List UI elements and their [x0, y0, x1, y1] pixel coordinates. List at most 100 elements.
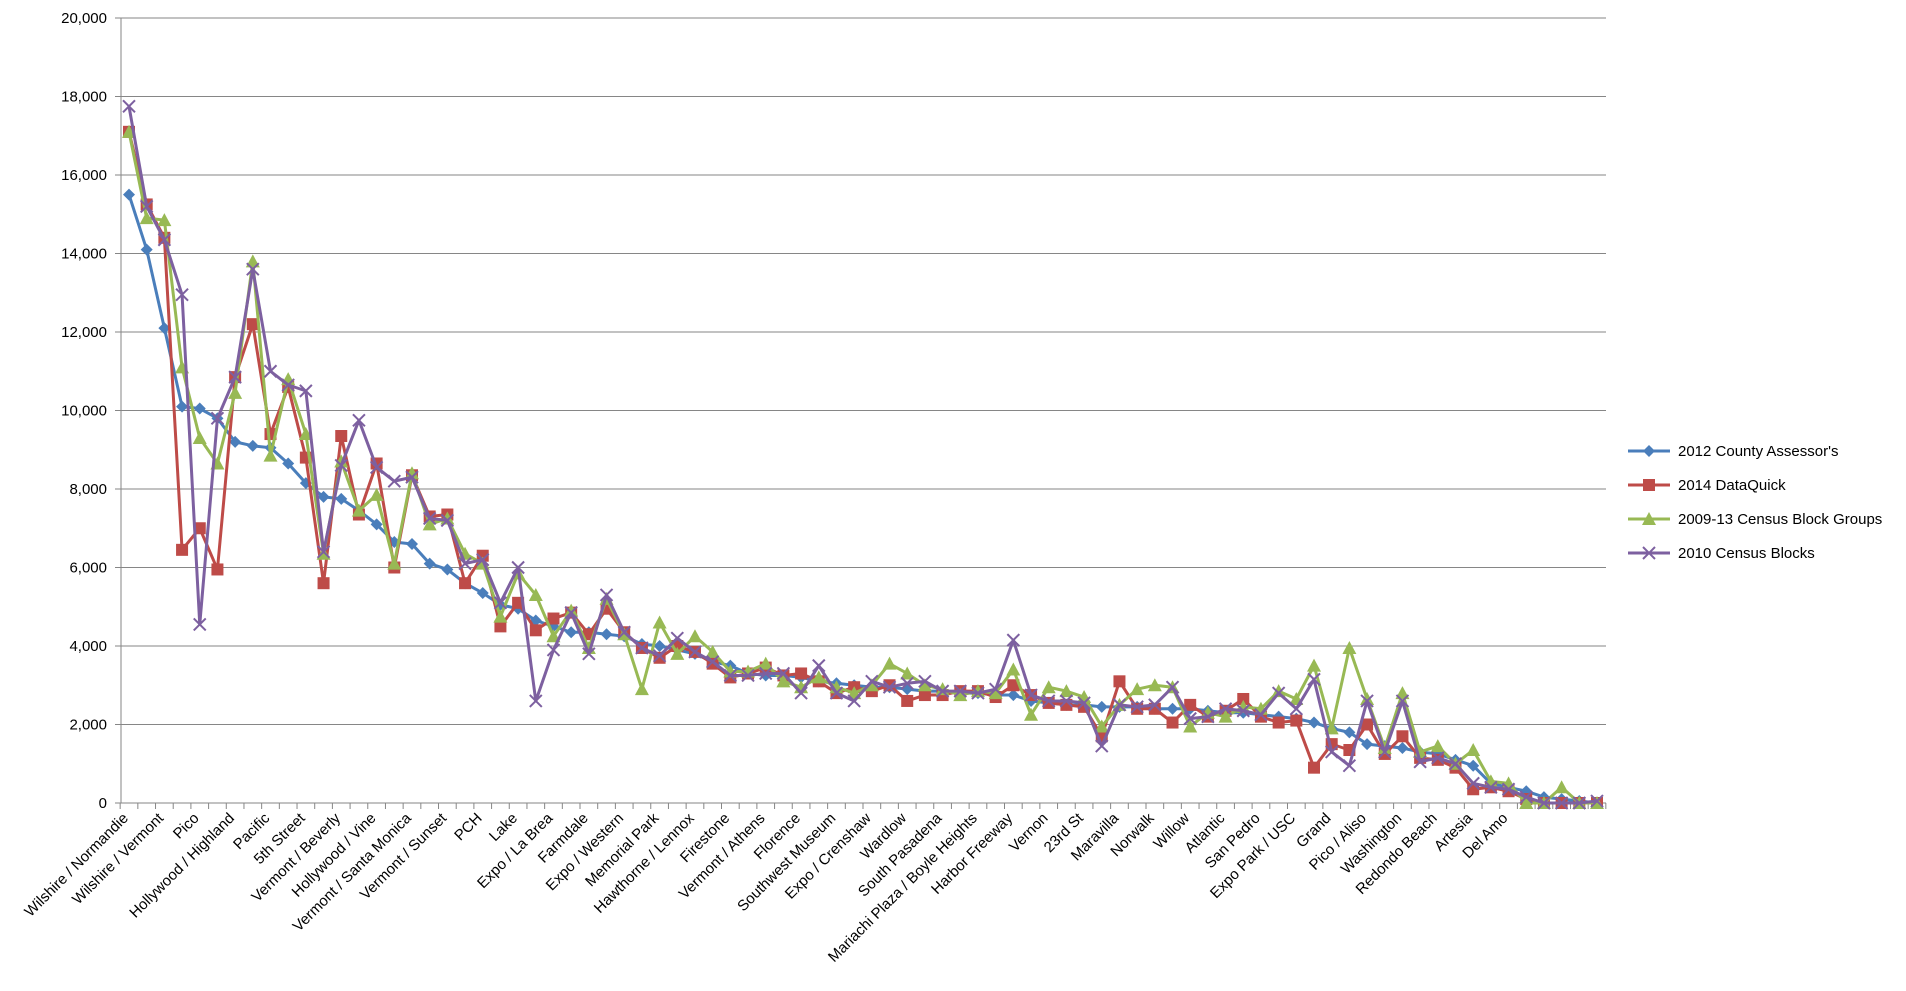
data-point: [211, 563, 224, 576]
data-point: [1396, 730, 1409, 743]
data-point: [228, 385, 243, 399]
data-point: [229, 435, 242, 448]
data-point: [405, 537, 418, 550]
data-point: [688, 645, 702, 659]
data-point: [1006, 662, 1021, 676]
data-point: [459, 577, 472, 590]
data-point: [246, 439, 259, 452]
data-point: [440, 513, 455, 528]
data-point: [335, 430, 348, 443]
data-point: [1378, 745, 1392, 759]
data-point: [1024, 707, 1039, 721]
data-point: [1324, 721, 1339, 735]
data-point: [1467, 759, 1480, 772]
data-point: [1484, 780, 1498, 795]
data-point: [441, 563, 454, 576]
data-point: [1342, 640, 1357, 654]
y-tick-label: 14,000: [61, 246, 107, 263]
data-point: [282, 457, 295, 470]
data-point: [176, 543, 189, 556]
data-point: [476, 549, 489, 562]
data-point: [1643, 479, 1655, 491]
y-tick-label: 12,000: [61, 324, 107, 341]
data-point: [687, 629, 702, 643]
series-4: [122, 99, 1604, 810]
data-point: [1059, 684, 1074, 698]
data-point: [988, 686, 1003, 700]
data-point: [1166, 702, 1179, 715]
series-line: [127, 194, 1598, 805]
data-point: [547, 612, 560, 625]
data-point: [193, 617, 207, 632]
data-point: [1537, 796, 1551, 810]
data-point: [795, 667, 808, 680]
data-point: [1572, 796, 1587, 810]
data-point: [1218, 709, 1233, 723]
data-point: [1590, 794, 1604, 808]
y-tick-labels: 0 2,000 4,000 6,000 8,000 10,000 12,000 14,000 1…: [61, 10, 107, 812]
y-tick-label: 16,000: [61, 167, 107, 184]
data-point: [670, 646, 685, 660]
data-point: [1007, 679, 1020, 692]
data-point: [1466, 776, 1480, 791]
data-point: [900, 676, 914, 690]
data-point: [1077, 696, 1091, 710]
data-point: [176, 400, 189, 413]
data-point: [263, 364, 278, 378]
legend-label: 2009-13 Census Block Groups: [1678, 511, 1882, 528]
legend: 2012 County Assessor's 2014 DataQuick 2009…: [1628, 443, 1882, 562]
data-point: [369, 460, 384, 475]
data-point: [1130, 682, 1145, 696]
data-point: [158, 322, 171, 335]
data-point: [369, 487, 384, 501]
data-point: [1324, 745, 1339, 759]
data-point: [1147, 678, 1162, 692]
x-tick-label: PCH: [451, 810, 485, 844]
data-point: [811, 670, 826, 684]
legend-entry: 2014 DataQuick: [1628, 477, 1786, 494]
series-1: [123, 188, 1603, 809]
data-point: [917, 678, 932, 692]
data-point: [794, 686, 808, 700]
data-point: [546, 629, 561, 643]
data-point: [317, 490, 330, 503]
y-tick-label: 6,000: [69, 560, 107, 577]
data-point: [1413, 755, 1427, 769]
data-point: [1395, 694, 1410, 708]
data-point: [157, 213, 172, 227]
data-point: [705, 654, 720, 669]
data-point: [776, 666, 791, 681]
data-point: [1308, 716, 1321, 729]
data-point: [1271, 684, 1286, 698]
data-point: [245, 254, 260, 268]
data-point: [971, 686, 985, 700]
data-point: [1183, 719, 1198, 733]
legend-label: 2014 DataQuick: [1678, 477, 1786, 494]
data-point: [829, 686, 844, 700]
data-point: [210, 411, 225, 426]
y-tick-label: 10,000: [61, 403, 107, 420]
data-point: [1360, 694, 1374, 708]
y-tick-label: 4,000: [69, 638, 107, 655]
data-point: [1289, 702, 1304, 716]
data-point: [565, 626, 578, 639]
data-point: [1271, 686, 1286, 700]
data-point: [1272, 716, 1285, 729]
data-point: [1059, 694, 1074, 708]
data-point: [334, 454, 349, 468]
data-point: [1130, 700, 1144, 714]
data-point: [1343, 726, 1356, 739]
series: [122, 99, 1604, 810]
data-point: [175, 288, 189, 302]
data-point: [635, 641, 649, 655]
data-point: [670, 631, 684, 645]
data-point: [723, 668, 738, 683]
data-point: [1448, 757, 1463, 771]
gridlines: [121, 17, 1606, 725]
data-point: [741, 668, 755, 683]
data-point: [988, 682, 1003, 696]
series-line: [127, 131, 1597, 805]
data-point: [652, 615, 667, 629]
data-point: [139, 199, 154, 214]
